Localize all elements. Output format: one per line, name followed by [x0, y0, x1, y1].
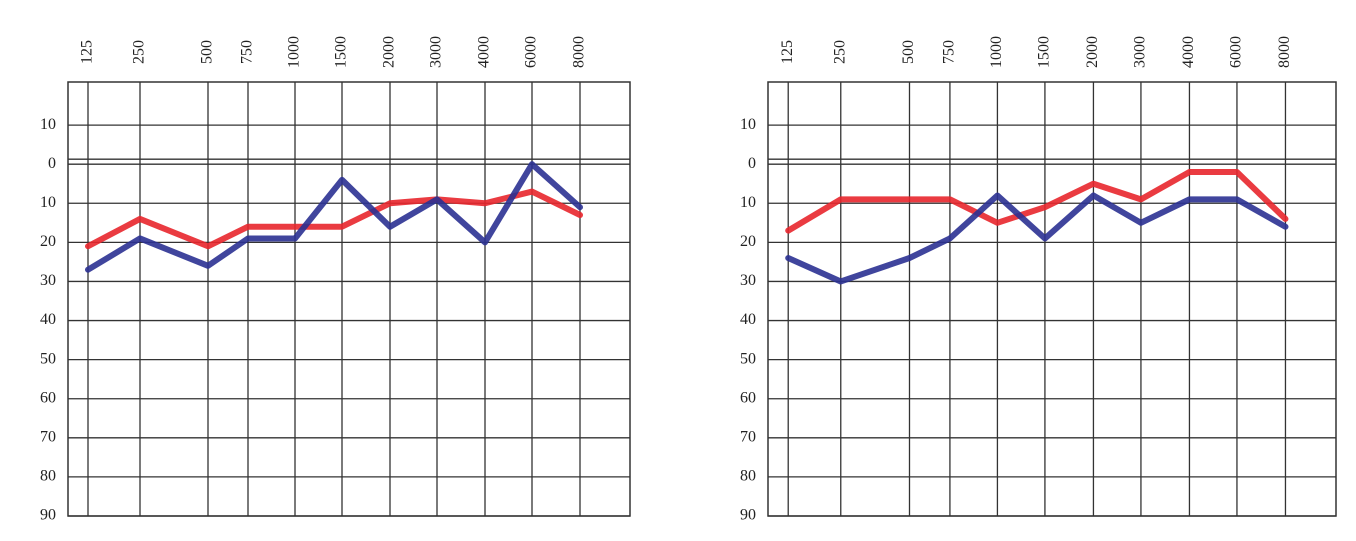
y-tick-label: 60	[740, 389, 756, 406]
y-tick-label: 50	[740, 350, 756, 367]
x-tick-label: 3000	[428, 36, 445, 68]
y-tick-label: 10	[40, 116, 56, 133]
x-tick-label: 125	[779, 40, 796, 64]
x-tick-label: 750	[239, 40, 256, 64]
series-line	[785, 192, 1289, 285]
y-tick-label: 20	[740, 233, 756, 250]
x-tick-label: 500	[199, 40, 216, 64]
x-tick-label: 1500	[333, 36, 350, 68]
series-line	[785, 169, 1289, 234]
x-tick-label: 3000	[1132, 36, 1149, 68]
y-tick-label: 0	[748, 155, 756, 172]
x-tick-label: 8000	[1276, 36, 1293, 68]
y-tick-label: 90	[740, 507, 756, 524]
y-tick-label: 40	[740, 311, 756, 328]
x-tick-label: 125	[79, 40, 96, 64]
y-tick-label: 90	[40, 507, 56, 524]
x-tick-label: 4000	[1180, 36, 1197, 68]
y-tick-label: 60	[40, 389, 56, 406]
x-tick-label: 250	[831, 40, 848, 64]
y-tick-label: 30	[40, 272, 56, 289]
y-tick-label: 10	[740, 116, 756, 133]
x-tick-label: 1000	[988, 36, 1005, 68]
y-tick-label: 70	[40, 428, 56, 445]
x-tick-label: 4000	[476, 36, 493, 68]
series-line	[85, 161, 583, 273]
y-tick-label: 80	[40, 468, 56, 485]
y-tick-label: 10	[40, 194, 56, 211]
y-tick-label: 80	[740, 468, 756, 485]
y-tick-label: 70	[740, 428, 756, 445]
x-tick-label: 8000	[571, 36, 588, 68]
y-tick-label: 0	[48, 155, 56, 172]
x-tick-label: 250	[131, 40, 148, 64]
y-tick-label: 10	[740, 194, 756, 211]
x-tick-label: 6000	[523, 36, 540, 68]
y-tick-label: 40	[40, 311, 56, 328]
plot-frame	[767, 81, 1337, 517]
x-tick-label: 500	[900, 40, 917, 64]
x-tick-label: 2000	[1084, 36, 1101, 68]
y-tick-label: 50	[40, 350, 56, 367]
x-tick-label: 1000	[286, 36, 303, 68]
series-line	[85, 188, 583, 250]
y-tick-label: 30	[740, 272, 756, 289]
x-tick-label: 6000	[1228, 36, 1245, 68]
x-tick-label: 1500	[1036, 36, 1053, 68]
x-tick-label: 2000	[381, 36, 398, 68]
plot-frame	[67, 81, 631, 517]
x-tick-label: 750	[941, 40, 958, 64]
y-tick-label: 20	[40, 233, 56, 250]
